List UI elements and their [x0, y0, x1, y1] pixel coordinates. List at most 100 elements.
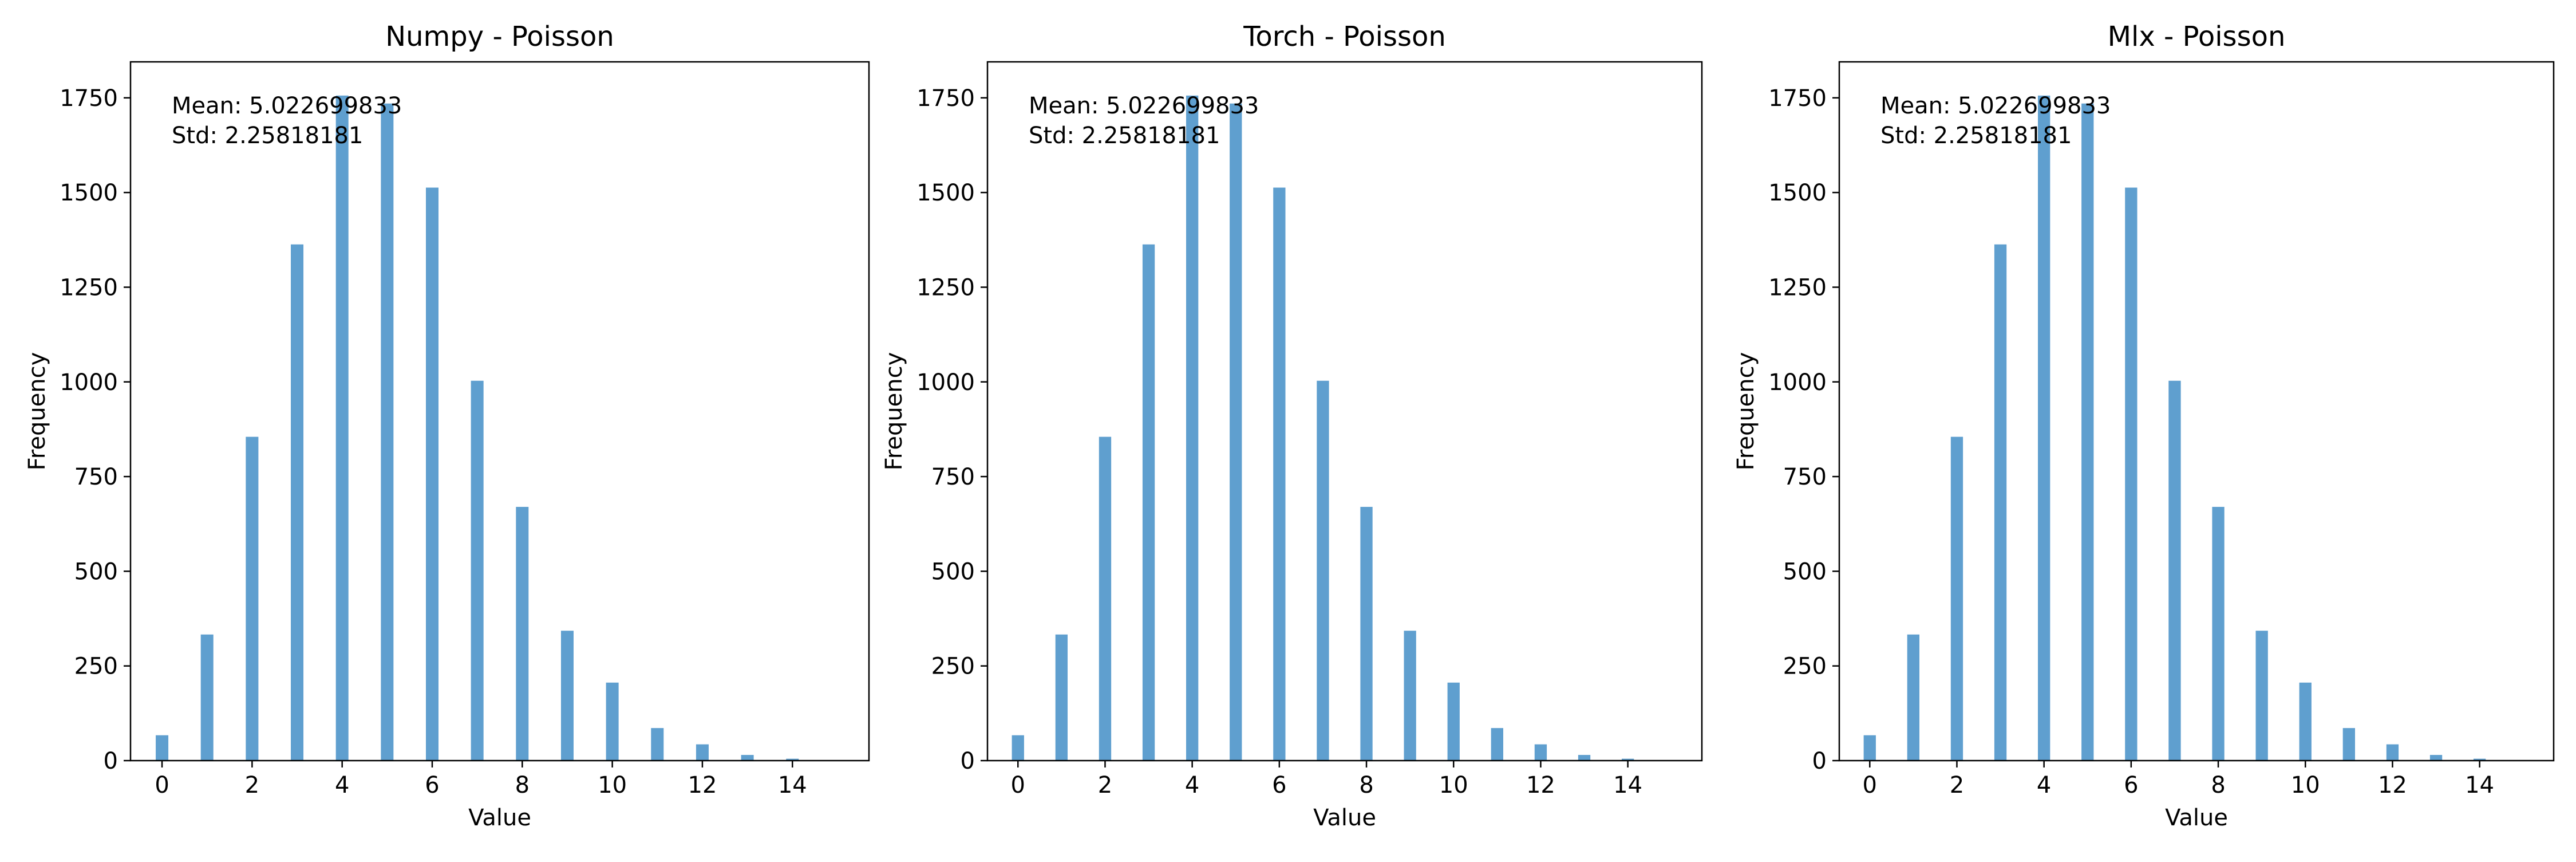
histogram-bar: [651, 728, 664, 761]
mean-annotation: Mean: 5.022699833: [1880, 93, 2111, 119]
x-tick-label: 8: [2211, 772, 2225, 798]
y-tick-label: 500: [1783, 558, 1827, 585]
x-tick-label: 10: [598, 772, 627, 798]
y-axis-label: Frequency: [881, 352, 907, 471]
x-tick-label: 8: [1359, 772, 1373, 798]
histogram-bar: [2342, 728, 2355, 761]
histogram-bar: [1534, 744, 1547, 761]
histogram-bar: [1950, 436, 1963, 761]
histogram-bar: [2038, 95, 2050, 761]
y-tick-label: 750: [1783, 464, 1827, 490]
x-axis-label: Value: [1313, 805, 1376, 831]
x-tick-label: 0: [1011, 772, 1025, 798]
histogram-bar: [1578, 755, 1591, 761]
std-annotation: Std: 2.25818181: [1029, 123, 1220, 149]
histogram-bar: [2212, 506, 2225, 761]
histogram-bar: [2168, 380, 2181, 761]
y-tick-label: 1000: [1768, 369, 1827, 396]
histogram-bar: [2299, 682, 2312, 761]
y-tick-label: 750: [931, 464, 975, 490]
x-tick-label: 2: [245, 772, 259, 798]
x-axis-label: Value: [2165, 805, 2228, 831]
y-axis-label: Frequency: [24, 352, 50, 471]
histogram-bar: [1621, 758, 1634, 761]
plot-frame: [986, 61, 1703, 762]
x-tick-label: 14: [778, 772, 807, 798]
x-tick-label: 2: [1950, 772, 1964, 798]
x-tick-label: 0: [1863, 772, 1877, 798]
histogram-bar: [2429, 755, 2443, 761]
histogram-bar: [200, 634, 214, 761]
histogram-bar: [1491, 728, 1503, 761]
y-tick-label: 500: [931, 558, 975, 585]
x-tick-label: 12: [688, 772, 717, 798]
histogram-bar: [1055, 634, 1068, 761]
x-tick-label: 10: [1439, 772, 1468, 798]
histogram-bar: [1404, 631, 1416, 761]
histogram-bar: [426, 187, 439, 761]
histogram-bar: [381, 103, 394, 761]
histogram-bar: [2386, 744, 2399, 761]
y-tick-label: 0: [961, 748, 975, 774]
y-tick-label: 1000: [916, 369, 975, 396]
y-tick-label: 250: [74, 654, 118, 680]
x-tick-label: 6: [1272, 772, 1286, 798]
y-tick-label: 250: [1783, 654, 1827, 680]
y-tick-label: 1500: [916, 180, 975, 206]
y-tick-label: 1750: [916, 85, 975, 112]
x-tick-label: 6: [2124, 772, 2138, 798]
plot-frame: [1838, 61, 2555, 762]
y-tick-label: 0: [1812, 748, 1827, 774]
histogram-bar: [1142, 244, 1155, 761]
histogram-bar: [246, 436, 259, 761]
y-tick-label: 1000: [60, 369, 118, 396]
histogram-bar: [335, 95, 349, 761]
histogram-bar: [2473, 758, 2486, 761]
x-tick-label: 12: [1526, 772, 1555, 798]
histogram-bar: [1907, 634, 1920, 761]
histogram-bar: [1273, 187, 1286, 761]
y-tick-label: 250: [931, 654, 975, 680]
x-tick-label: 12: [2378, 772, 2407, 798]
plot-frame: [129, 61, 870, 762]
histogram-bar: [1012, 735, 1024, 761]
y-tick-label: 1250: [60, 274, 118, 301]
chart-title: Mlx - Poisson: [2108, 21, 2286, 53]
x-axis-label: Value: [468, 805, 531, 831]
x-tick-label: 4: [2037, 772, 2051, 798]
std-annotation: Std: 2.25818181: [1880, 123, 2072, 149]
histogram-bar: [696, 744, 709, 761]
histogram-bar: [2255, 631, 2268, 761]
x-tick-label: 14: [1613, 772, 1642, 798]
histogram-bar: [156, 735, 169, 761]
x-tick-label: 10: [2291, 772, 2320, 798]
y-tick-label: 1500: [60, 180, 118, 206]
histogram-bar: [2081, 103, 2094, 761]
histogram-bar: [1994, 244, 2007, 761]
y-tick-label: 1750: [60, 85, 118, 112]
histogram-panel: 0 2 4 6 8 10 12 14 0 250 500 750 1000 1250 1500 1750 Num…: [24, 21, 870, 831]
histogram-bar: [1447, 682, 1460, 761]
y-tick-label: 1500: [1768, 180, 1827, 206]
histogram-bar: [1360, 506, 1373, 761]
x-tick-label: 4: [335, 772, 349, 798]
x-tick-label: 2: [1098, 772, 1112, 798]
histogram-bar: [741, 755, 754, 761]
histogram-bar: [606, 682, 619, 761]
histogram-panel: 0 2 4 6 8 10 12 14 0 250 500 750 1000 1250 1500 1750 Mlx…: [1733, 21, 2555, 831]
histogram-bar: [471, 380, 484, 761]
histogram-bar: [516, 506, 529, 761]
histogram-bar: [291, 244, 304, 761]
y-tick-label: 1750: [1768, 85, 1827, 112]
histogram-bar: [786, 758, 799, 761]
y-tick-label: 1250: [916, 274, 975, 301]
histogram-panel: 0 2 4 6 8 10 12 14 0 250 500 750 1000 1250 1500 1750 Tor…: [881, 21, 1703, 831]
mean-annotation: Mean: 5.022699833: [1029, 93, 1259, 119]
histogram-bar: [1317, 380, 1329, 761]
mean-annotation: Mean: 5.022699833: [172, 93, 402, 119]
histogram-bar: [560, 631, 574, 761]
chart-title: Torch - Poisson: [1243, 21, 1446, 53]
x-tick-label: 0: [155, 772, 169, 798]
x-tick-label: 6: [425, 772, 439, 798]
